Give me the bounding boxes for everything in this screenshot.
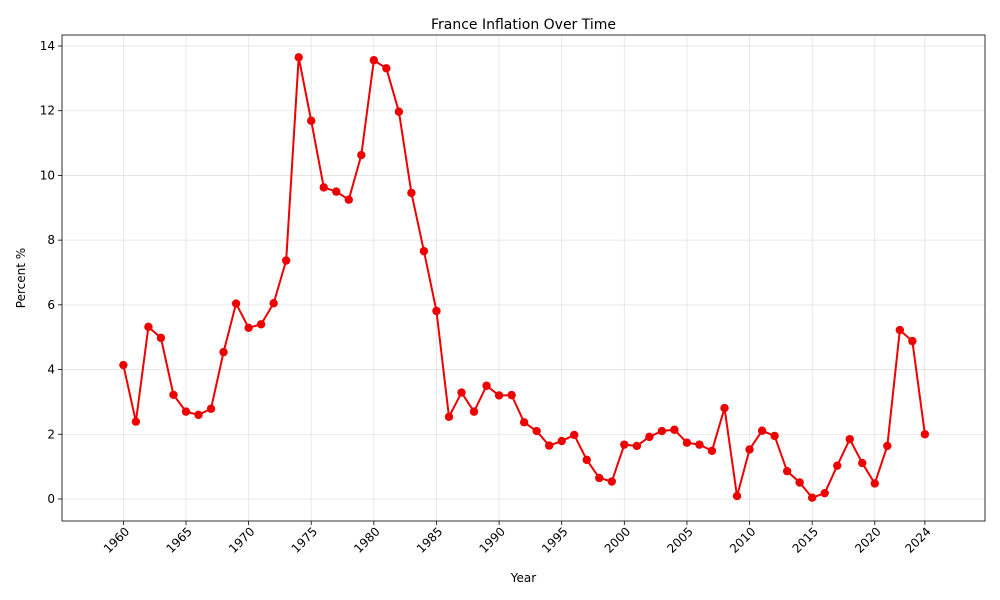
data-point [908, 336, 917, 346]
x-tick-label: 2015 [790, 524, 821, 555]
data-point [144, 322, 153, 332]
data-point [557, 436, 566, 446]
data-point [745, 445, 754, 454]
y-tick-label: 4 [47, 363, 55, 377]
y-tick-label: 12 [40, 104, 55, 118]
data-point [757, 426, 767, 435]
x-tick-label: 1985 [414, 524, 445, 555]
data-point [344, 195, 353, 204]
data-point [382, 64, 391, 73]
x-tick-label: 1990 [477, 524, 508, 555]
data-point [119, 360, 128, 370]
data-point [544, 441, 554, 450]
data-point [357, 150, 366, 160]
data-point [369, 56, 379, 65]
chart-title: France Inflation Over Time [431, 17, 616, 33]
grid [62, 35, 985, 521]
data-point [206, 404, 216, 413]
y-axis-ticks: 0 2 4 6 8 10 12 14 [40, 39, 62, 506]
data-point [219, 347, 228, 357]
data-point [895, 325, 905, 335]
data-point [194, 410, 203, 420]
data-point [532, 426, 541, 436]
data-point [444, 412, 454, 422]
data-point [870, 479, 879, 488]
y-tick-label: 0 [47, 492, 55, 506]
data-point [507, 390, 516, 400]
data-point [795, 478, 804, 487]
series-line [122, 56, 926, 499]
data-point [920, 430, 930, 439]
data-point [632, 441, 642, 451]
data-point [432, 306, 441, 316]
data-point [482, 381, 491, 390]
data-point [244, 323, 253, 333]
data-point [657, 426, 667, 436]
x-axis-label: Year [510, 571, 536, 585]
data-point [269, 299, 278, 308]
data-point [607, 477, 616, 486]
data-point [457, 388, 466, 397]
data-point [394, 107, 404, 116]
x-tick-label: 1975 [289, 524, 320, 555]
data-point [682, 438, 692, 447]
y-tick-label: 14 [40, 39, 55, 53]
data-point [281, 256, 291, 265]
data-point [231, 299, 241, 308]
y-tick-label: 2 [47, 427, 55, 441]
x-tick-label: 2005 [664, 524, 695, 555]
x-tick-label: 2000 [602, 524, 633, 555]
data-point [131, 417, 141, 426]
data-point [770, 431, 779, 441]
data-point [319, 183, 328, 192]
data-point [469, 407, 479, 416]
data-point [858, 458, 867, 468]
data-point [645, 432, 654, 442]
x-tick-label: 2020 [852, 524, 883, 555]
data-point [407, 188, 416, 198]
data-point [294, 53, 303, 62]
data-point [670, 425, 679, 434]
plot-frame [61, 34, 986, 522]
data-point [820, 488, 829, 498]
x-tick-label: 2024 [902, 524, 933, 555]
data-point [695, 440, 704, 449]
x-tick-label: 1960 [101, 524, 132, 555]
data-point [156, 333, 166, 343]
data-point [833, 461, 842, 470]
data-point [419, 246, 429, 256]
x-tick-label: 1995 [539, 524, 570, 555]
data-point [782, 466, 792, 476]
y-tick-label: 10 [40, 168, 55, 182]
y-tick-label: 8 [47, 233, 55, 247]
x-tick-label: 1970 [226, 524, 257, 555]
data-point [307, 116, 316, 125]
y-tick-label: 6 [47, 298, 55, 312]
y-axis-label: Percent % [14, 248, 28, 308]
data-point [169, 390, 178, 400]
data-point [595, 473, 604, 483]
data-point [582, 455, 591, 465]
series-group [119, 53, 930, 502]
x-tick-label: 1965 [163, 524, 194, 555]
data-point [519, 418, 529, 427]
data-point [256, 320, 266, 329]
data-point [732, 491, 742, 501]
data-point [807, 493, 817, 502]
data-point [332, 187, 341, 196]
data-point [620, 440, 629, 449]
data-point [720, 403, 729, 413]
data-point [494, 391, 504, 400]
x-tick-label: 1980 [351, 524, 382, 555]
data-point [707, 446, 717, 455]
x-tick-label: 2010 [727, 524, 758, 555]
x-axis-ticks: 1960 1965 1970 1975 1980 1985 1990 1995 2000 2005… [101, 521, 934, 556]
data-point [570, 430, 579, 440]
data-point [883, 441, 892, 451]
data-point [181, 407, 191, 416]
data-point [845, 434, 854, 444]
